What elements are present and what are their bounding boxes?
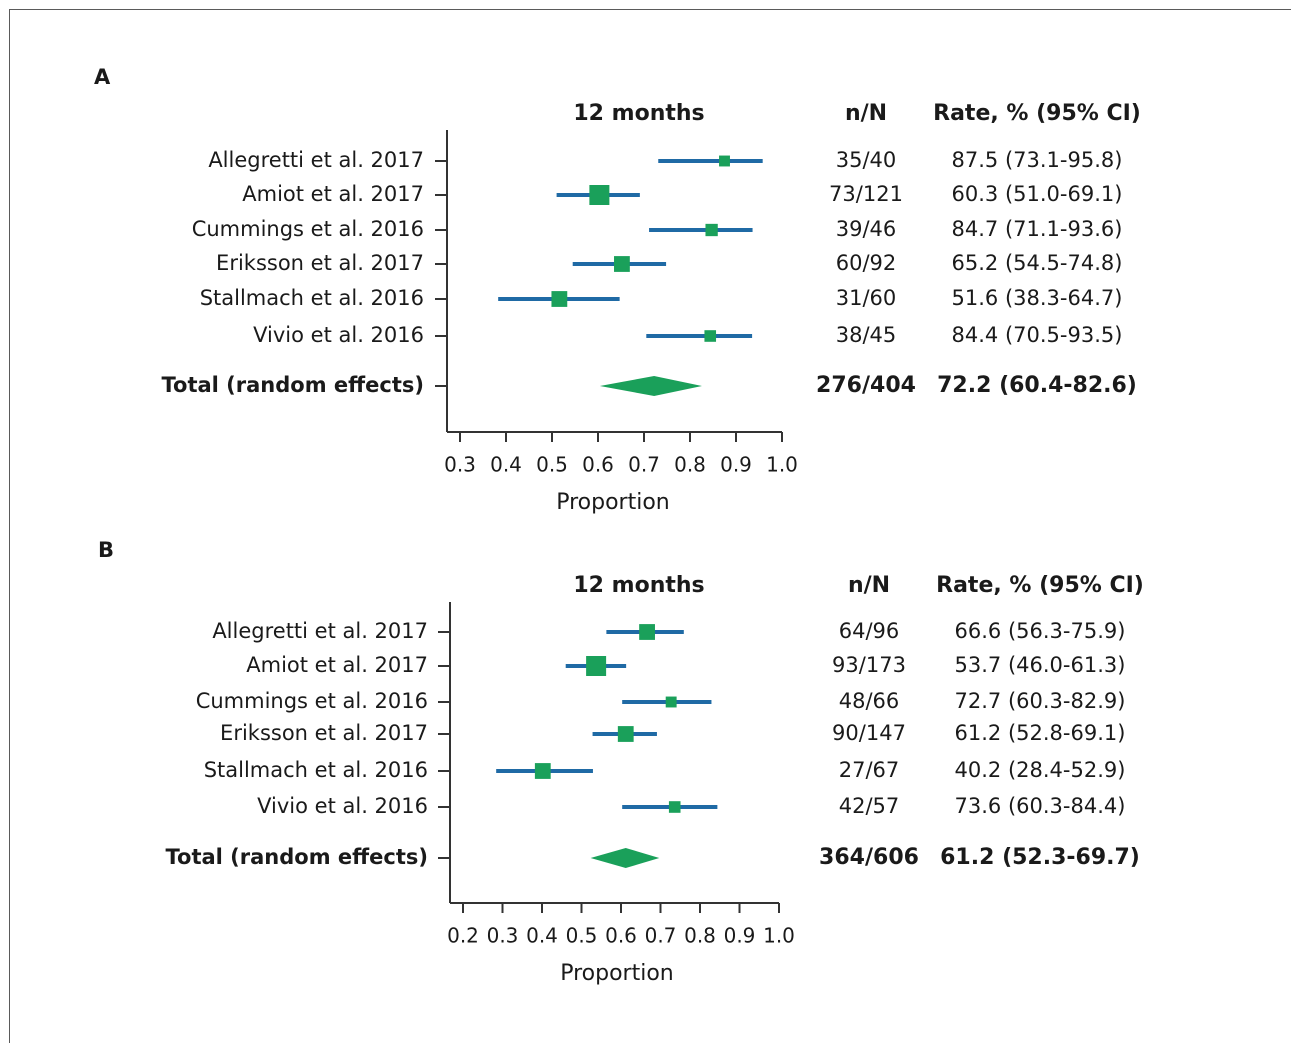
study-nn: 42/57: [839, 794, 900, 818]
point-estimate-marker: [665, 696, 677, 708]
study-label: Stallmach et al. 2016: [200, 286, 424, 310]
point-estimate-marker: [639, 624, 655, 640]
total-rate: 72.2 (60.4-82.6): [937, 373, 1137, 398]
x-tick-label: 0.2: [447, 924, 479, 948]
study-nn: 60/92: [836, 251, 897, 275]
study-label: Cummings et al. 2016: [192, 217, 424, 241]
study-rate: 84.4 (70.5-93.5): [952, 323, 1123, 347]
total-label: Total (random effects): [162, 373, 425, 397]
study-rate: 65.2 (54.5-74.8): [952, 251, 1123, 275]
x-tick-label: 0.3: [444, 453, 476, 477]
x-tick-label: 1.0: [763, 924, 795, 948]
x-tick-label: 0.9: [720, 453, 752, 477]
study-label: Eriksson et al. 2017: [220, 721, 428, 745]
study-nn: 39/46: [836, 217, 897, 241]
study-label: Vivio et al. 2016: [253, 323, 424, 347]
study-rate: 60.3 (51.0-69.1): [952, 182, 1123, 206]
study-label: Allegretti et al. 2017: [208, 148, 424, 172]
point-estimate-marker: [668, 801, 681, 813]
study-nn: 90/147: [832, 721, 906, 745]
study-rate: 73.6 (60.3-84.4): [955, 794, 1126, 818]
x-tick-label: 0.9: [724, 924, 756, 948]
study-label: Vivio et al. 2016: [257, 794, 428, 818]
study-label: Stallmach et al. 2016: [204, 758, 428, 782]
point-estimate-marker: [704, 330, 717, 342]
x-tick-label: 0.7: [645, 924, 677, 948]
panel-b: B 12 months n/N Rate, % (95% CI) 0.2 0.3 0.4 0.…: [98, 538, 1144, 986]
x-tick-label: 0.4: [526, 924, 558, 948]
figure-frame: [9, 9, 1291, 1043]
panel-label: A: [94, 65, 111, 89]
study-nn: 35/40: [836, 148, 897, 172]
study-rate: 51.6 (38.3-64.7): [952, 286, 1123, 310]
study-nn: 73/121: [829, 182, 903, 206]
study-label: Amiot et al. 2017: [242, 182, 424, 206]
panel-a: A 12 months n/N Rate, % (95% CI) 0.3 0.4 0.5 0.…: [94, 65, 1141, 515]
column-header-nn: n/N: [845, 101, 887, 126]
total-nn: 364/606: [819, 845, 919, 870]
x-tick-label: 0.3: [487, 924, 519, 948]
study-nn: 27/67: [839, 758, 900, 782]
column-header-nn: n/N: [848, 573, 890, 598]
point-estimate-marker: [589, 185, 610, 205]
study-rate: 87.5 (73.1-95.8): [952, 148, 1123, 172]
column-header-rate: Rate, % (95% CI): [933, 101, 1141, 126]
x-tick-label: 0.5: [566, 924, 598, 948]
study-label: Allegretti et al. 2017: [212, 619, 428, 643]
point-estimate-marker: [719, 155, 730, 167]
study-rate: 84.7 (71.1-93.6): [952, 217, 1123, 241]
study-nn: 38/45: [836, 323, 897, 347]
study-rate: 66.6 (56.3-75.9): [955, 619, 1126, 643]
point-estimate-marker: [705, 223, 718, 237]
point-estimate-marker: [586, 656, 607, 676]
study-rate: 72.7 (60.3-82.9): [955, 689, 1126, 713]
total-nn: 276/404: [816, 373, 916, 398]
point-estimate-marker: [614, 256, 630, 272]
x-tick-label: 0.8: [674, 453, 706, 477]
study-rate: 61.2 (52.8-69.1): [955, 721, 1126, 745]
study-nn: 31/60: [836, 286, 897, 310]
study-nn: 64/96: [839, 619, 900, 643]
x-axis-label: Proportion: [556, 490, 670, 515]
point-estimate-marker: [617, 726, 634, 742]
total-label: Total (random effects): [166, 845, 429, 869]
chart-title: 12 months: [573, 573, 704, 598]
x-tick-label: 0.7: [628, 453, 660, 477]
x-tick-label: 0.4: [490, 453, 522, 477]
x-tick-label: 0.5: [536, 453, 568, 477]
study-rate: 40.2 (28.4-52.9): [955, 758, 1126, 782]
panel-label: B: [98, 538, 114, 562]
x-tick-label: 0.8: [684, 924, 716, 948]
study-label: Cummings et al. 2016: [196, 689, 428, 713]
point-estimate-marker: [534, 763, 551, 779]
chart-title: 12 months: [573, 101, 704, 126]
x-tick-label: 0.6: [605, 924, 637, 948]
summary-diamond: [599, 376, 702, 396]
x-tick-label: 1.0: [766, 453, 798, 477]
study-label: Eriksson et al. 2017: [216, 251, 424, 275]
summary-diamond: [590, 848, 660, 868]
column-header-rate: Rate, % (95% CI): [936, 573, 1144, 598]
study-nn: 48/66: [839, 689, 900, 713]
study-rate: 53.7 (46.0-61.3): [955, 653, 1126, 677]
x-axis-label: Proportion: [560, 961, 674, 986]
study-nn: 93/173: [832, 653, 906, 677]
study-label: Amiot et al. 2017: [246, 653, 428, 677]
x-tick-label: 0.6: [582, 453, 614, 477]
total-rate: 61.2 (52.3-69.7): [940, 845, 1140, 870]
point-estimate-marker: [551, 291, 568, 307]
